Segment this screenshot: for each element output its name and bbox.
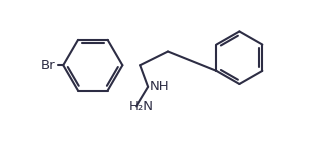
Text: NH: NH <box>150 80 170 93</box>
Text: Br: Br <box>41 59 55 72</box>
Text: H₂N: H₂N <box>128 100 153 113</box>
